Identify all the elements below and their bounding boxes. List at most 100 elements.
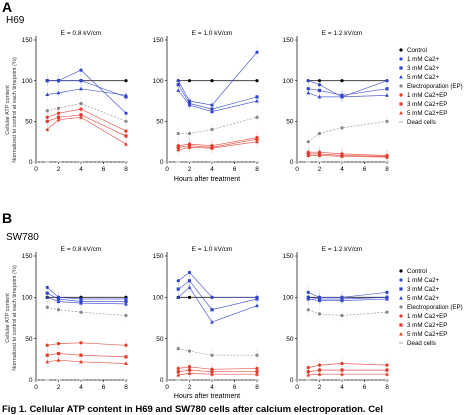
series-line — [47, 69, 127, 114]
panel-b-cell-line: SW780 — [6, 232, 39, 243]
x-tick-label: 2 — [57, 166, 61, 173]
data-point — [340, 154, 344, 158]
data-point — [210, 320, 214, 324]
y-tick-label: 0 — [29, 159, 33, 166]
data-point — [255, 95, 259, 99]
data-point — [56, 117, 61, 122]
data-point — [385, 310, 389, 314]
data-point — [255, 139, 259, 144]
data-point — [124, 111, 128, 115]
legend-label: Electroporation (EP) — [407, 83, 463, 90]
data-point — [255, 50, 259, 54]
legend-label: Control — [407, 268, 427, 275]
data-point — [56, 342, 61, 346]
series-line — [308, 88, 388, 96]
chart-title: E = 1.0 kV/cm — [192, 246, 233, 253]
legend-marker — [399, 314, 403, 318]
data-point — [124, 93, 128, 97]
data-point — [210, 109, 214, 114]
series-line — [308, 296, 388, 300]
y-tick-label: 150 — [283, 37, 294, 44]
series-line — [177, 51, 258, 106]
chart-title: E = 1.2 kV/cm — [322, 30, 363, 37]
data-point — [255, 297, 259, 301]
series-line — [308, 120, 388, 142]
chart-title: E = 1.0 kV/cm — [192, 30, 233, 37]
legend-marker — [399, 323, 403, 327]
y-tick-label: 150 — [153, 253, 164, 260]
panel-b-xlabel: Hours after treatment — [174, 393, 240, 400]
x-tick-label: 8 — [255, 166, 259, 173]
data-point — [124, 142, 128, 146]
legend-marker — [399, 75, 403, 79]
x-tick-label: 2 — [188, 166, 192, 173]
x-tick-label: 6 — [363, 166, 367, 173]
legend-label: Control — [407, 47, 427, 54]
x-tick-label: 0 — [34, 384, 38, 391]
panel-b-ylabel-line2: Normalized to control at each timepoint … — [12, 265, 18, 371]
data-point — [255, 99, 259, 103]
data-point — [187, 145, 192, 149]
legend-label: 3 mM Ca2+ — [407, 65, 440, 72]
data-point — [79, 86, 83, 91]
data-point — [317, 79, 322, 83]
data-point — [317, 131, 322, 136]
data-point — [340, 298, 344, 303]
data-point — [124, 299, 128, 304]
chart-sw780-0-8kv: E = 0.8 kV/cm 0 50 100 150 0 2 4 6 8 — [22, 246, 129, 391]
legend-label: 1 mM Ca2+ — [407, 56, 440, 63]
series-line — [178, 373, 257, 376]
data-point — [306, 290, 310, 294]
series-line — [47, 116, 127, 145]
data-point — [56, 351, 61, 356]
data-point — [124, 79, 128, 83]
legend-label: Dead cells — [407, 119, 436, 126]
data-point — [210, 146, 214, 150]
series-line — [47, 80, 127, 98]
data-point — [124, 297, 128, 301]
data-point — [56, 111, 61, 115]
data-point — [385, 296, 389, 301]
series-line — [47, 296, 127, 305]
series-line — [308, 92, 388, 98]
data-point — [45, 119, 49, 123]
x-tick-label: 2 — [188, 384, 192, 391]
x-tick-label: 0 — [295, 166, 299, 173]
y-tick-label: 150 — [22, 37, 33, 44]
data-point — [176, 79, 180, 83]
x-tick-label: 6 — [102, 384, 106, 391]
data-point — [176, 145, 180, 149]
data-point — [45, 343, 49, 347]
data-point — [176, 346, 180, 351]
y-tick-label: 150 — [283, 253, 294, 260]
panel-a-cell-line: H69 — [6, 15, 25, 26]
y-tick-label: 50 — [156, 119, 164, 126]
data-point — [255, 79, 259, 83]
x-tick-label: 6 — [233, 166, 237, 173]
x-tick-label: 8 — [124, 166, 128, 173]
data-point — [340, 368, 344, 372]
y-tick-label: 0 — [160, 377, 164, 384]
data-point — [187, 79, 192, 83]
y-tick-label: 100 — [22, 78, 33, 85]
data-point — [385, 93, 389, 97]
data-point — [306, 153, 311, 157]
x-tick-label: 2 — [57, 384, 61, 391]
legend-marker — [399, 93, 403, 97]
y-tick-label: 100 — [283, 295, 294, 302]
data-point — [187, 285, 192, 289]
legend-label: 1 mM Ca2+ — [407, 277, 440, 284]
data-point — [255, 137, 259, 141]
data-point — [124, 361, 128, 365]
legend-marker — [399, 287, 403, 291]
y-tick-label: 50 — [286, 336, 294, 343]
series-line — [47, 114, 127, 137]
x-tick-label: 8 — [385, 166, 389, 173]
legend-marker — [399, 48, 403, 52]
series-line — [178, 137, 258, 147]
legend-label: 3 mM Ca2+ — [407, 286, 440, 293]
chart-sw780-1-0kv: E = 1.0 kV/cm 0 50 100 150 0 2 4 6 8 — [153, 246, 260, 391]
data-point — [340, 94, 344, 99]
data-point — [79, 79, 83, 83]
legend-label: 5 mM Ca2+ — [407, 295, 440, 302]
